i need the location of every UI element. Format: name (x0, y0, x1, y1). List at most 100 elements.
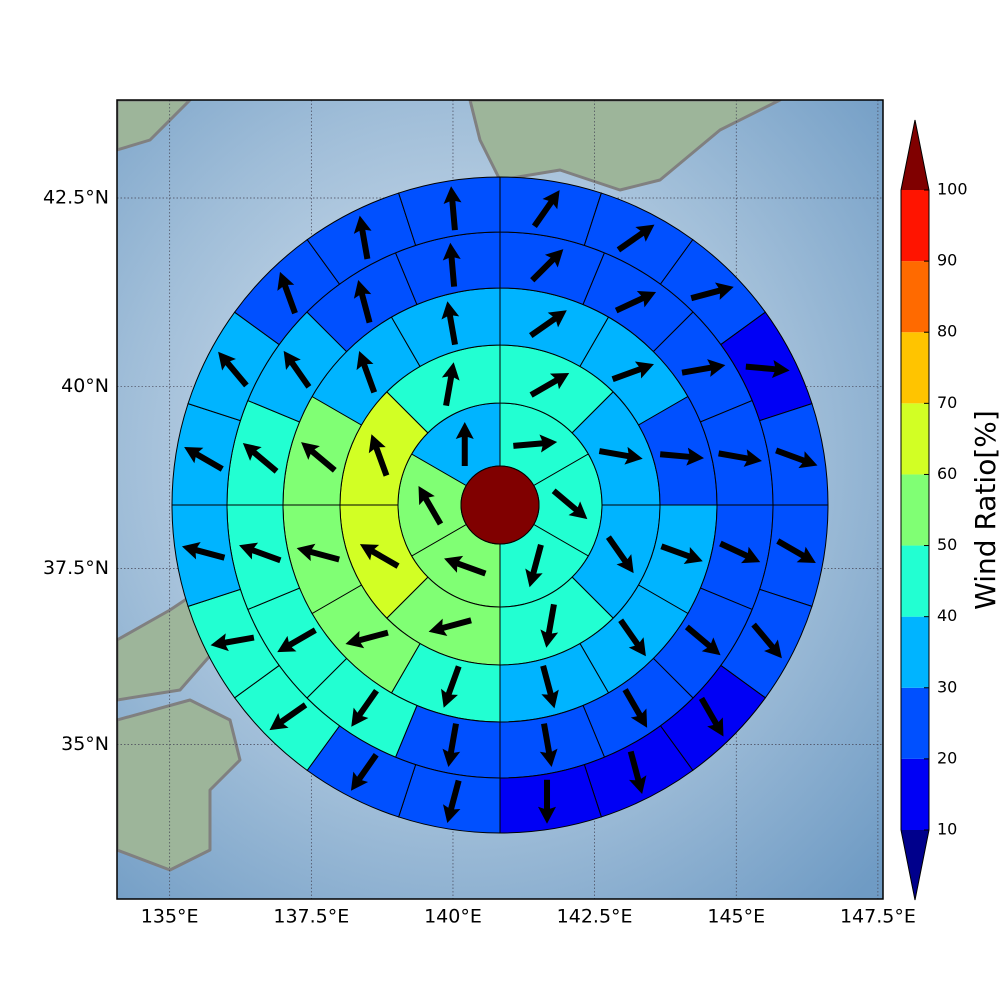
wind-arrow (719, 540, 761, 564)
wind-arrow (181, 542, 226, 561)
wind-arrow (441, 301, 460, 346)
colorbar-tick-label: 50 (937, 535, 957, 554)
colorbar-bin (901, 190, 929, 262)
wind-arrow (455, 421, 474, 466)
y-tick-label: 40°N (61, 375, 109, 397)
wind-arrow (301, 442, 337, 473)
wind-arrow (350, 753, 379, 791)
colorbar-bin (901, 616, 929, 688)
wind-arrow (718, 449, 762, 467)
colorbar-tick-label: 30 (937, 677, 957, 696)
wind-arrow (513, 434, 558, 453)
x-tick-label: 137.5°E (273, 906, 349, 928)
colorbar-bin (901, 261, 929, 333)
wind-arrow (269, 702, 308, 731)
wind-arrow (681, 359, 726, 377)
wind-arrow (345, 629, 389, 649)
colorbar-bin (901, 332, 929, 404)
colorbar-tick-label: 70 (937, 393, 957, 412)
x-tick-label: 135°E (141, 906, 199, 928)
wind-arrow (218, 351, 249, 388)
wind-arrow (622, 688, 648, 728)
wind-arrow (184, 446, 224, 472)
wind-arrow (598, 446, 643, 465)
x-tick-label: 147.5°E (840, 906, 916, 928)
wind-arrow (614, 291, 657, 314)
x-tick-label: 140°E (424, 906, 482, 928)
colorbar-bin (901, 758, 929, 830)
y-tick-label: 42.5°N (43, 186, 109, 208)
colorbar: 10 20 30 40 50 60 70 80 90 100 (900, 119, 968, 901)
wind-arrow (745, 360, 790, 378)
wind-arrow (751, 622, 782, 659)
x-tick-label: 142.5°E (557, 906, 633, 928)
wind-arrow (611, 361, 654, 383)
wind-arrow (441, 665, 462, 708)
wind-arrow (529, 310, 567, 338)
axes: 135°E 137.5°E 140°E 142.5°E 145°E 147.5°E 35°N… (43, 186, 916, 927)
wind-arrow (605, 535, 634, 574)
wind-arrow (618, 618, 646, 657)
y-tick-label: 37.5°N (43, 557, 109, 579)
colorbar-bin (901, 545, 929, 617)
wind-arrow (540, 665, 559, 709)
wind-arrow (531, 190, 560, 228)
wind-arrow (351, 688, 379, 727)
colorbar-tick-label: 100 (937, 180, 968, 199)
wind-arrow (538, 779, 557, 824)
wind-arrow (660, 543, 703, 564)
center-cell (460, 465, 540, 545)
wind-arrow (444, 555, 487, 577)
colorbar-tick-label: 10 (937, 820, 957, 839)
wind-arrow (684, 624, 721, 656)
wind-arrow (627, 750, 647, 794)
colorbar-bin (901, 474, 929, 546)
wind-arrow (441, 362, 460, 407)
wind-arrow (443, 186, 462, 231)
wind-arrow (540, 603, 559, 648)
wind-arrow (690, 282, 734, 302)
wind-arrow (539, 723, 558, 767)
wind-arrow (776, 538, 816, 564)
wind-arrow (277, 627, 317, 653)
wind-arrow (353, 280, 373, 324)
wind-arrow (239, 542, 282, 564)
wind-arrow (353, 215, 372, 260)
wind-arrow (551, 488, 588, 520)
colorbar-tick-label: 80 (937, 322, 957, 341)
colorbar-tick-label: 90 (937, 251, 957, 270)
wind-arrow (442, 242, 461, 287)
colorbar-over (901, 120, 929, 190)
wind-arrow (529, 372, 570, 398)
x-tick-label: 145°E (707, 906, 765, 928)
wind-arrow (277, 271, 298, 315)
wind-arrow (443, 779, 462, 824)
wind-arrow (530, 249, 564, 283)
colorbar-bin (901, 687, 929, 759)
wind-arrow (659, 447, 704, 466)
colorbar-tick-label: 20 (937, 748, 957, 767)
wind-arrow (418, 485, 444, 526)
wind-arrow (356, 351, 378, 394)
wind-arrow (283, 350, 312, 389)
colorbar-bin (901, 403, 929, 475)
map-frame (116, 99, 884, 900)
wind-arrow (359, 544, 400, 569)
y-tick-label: 35°N (61, 733, 109, 755)
colorbar-tick-label: 40 (937, 606, 957, 625)
colorbar-tick-label: 60 (937, 464, 957, 483)
wind-arrow (775, 447, 818, 469)
wind-arrow (296, 543, 340, 563)
wind-arrow (428, 617, 472, 637)
arrows (181, 186, 818, 824)
wind-arrow (616, 224, 655, 253)
wind-arrow (210, 633, 255, 652)
sector (398, 176, 501, 246)
colorbar-label: Wind Ratio[%] (969, 410, 1000, 610)
wind-arrow (442, 723, 461, 767)
wind-arrow (368, 434, 390, 477)
wind-arrow (525, 544, 544, 588)
wind-arrow (242, 443, 279, 474)
sectors (171, 176, 829, 834)
